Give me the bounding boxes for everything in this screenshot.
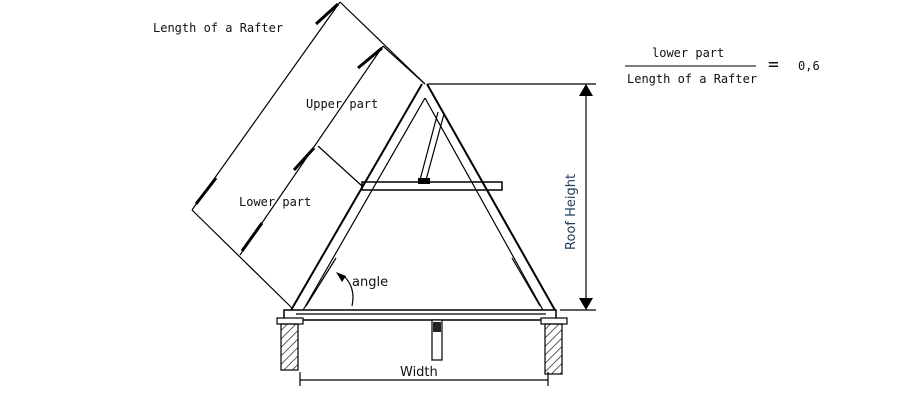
roof-height-dimension — [428, 83, 596, 311]
width-dimension — [299, 372, 549, 386]
ratio-formula: lower part Length of a Rafter = 0,6 — [625, 46, 820, 86]
formula-denominator: Length of a Rafter — [627, 72, 757, 86]
rafter-length-label: Length of a Rafter — [153, 21, 283, 35]
base-structure — [276, 309, 568, 375]
formula-value: 0,6 — [798, 59, 820, 73]
width-label: Width — [400, 365, 438, 380]
roof-truss — [289, 83, 557, 313]
arrow-down-icon — [579, 298, 593, 310]
lower-part-label: Lower part — [239, 195, 311, 209]
arrow-up-icon — [579, 84, 593, 96]
angle-indicator — [336, 272, 354, 307]
rafter-length-dimension — [191, 1, 426, 309]
angle-label: angle — [352, 275, 388, 290]
rafter-parts-dimension — [239, 45, 426, 256]
angle-arrow-icon — [336, 272, 346, 282]
formula-operator: = — [768, 54, 779, 75]
formula-numerator: lower part — [652, 46, 724, 60]
roof-height-label: Roof Height — [564, 174, 579, 250]
upper-part-label: Upper part — [306, 97, 378, 111]
